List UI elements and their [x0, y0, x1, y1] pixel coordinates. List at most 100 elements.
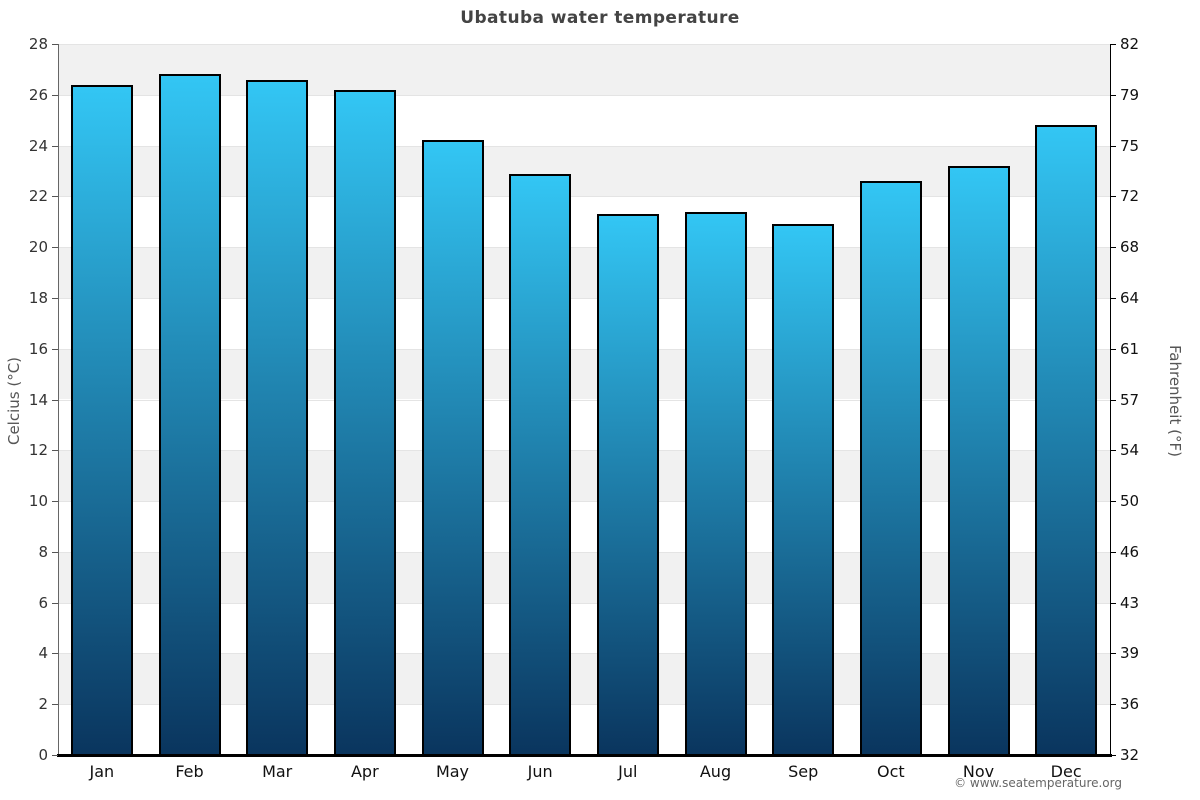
tick-mark	[1110, 450, 1116, 452]
celsius-tick-26: 26	[28, 85, 48, 104]
tick-mark	[52, 196, 58, 198]
background-band	[58, 399, 1110, 451]
tick-mark	[52, 297, 58, 299]
bar-aug	[684, 211, 747, 755]
tick-mark	[1110, 704, 1116, 706]
gridline	[58, 348, 1110, 350]
month-label-jun: Jun	[527, 762, 553, 781]
month-label-feb: Feb	[175, 762, 204, 781]
celsius-tick-12: 12	[28, 441, 48, 460]
tick-mark	[52, 450, 58, 452]
background-band	[58, 348, 1110, 400]
gridline	[58, 44, 1110, 45]
gridline	[58, 297, 1110, 299]
celsius-tick-14: 14	[28, 390, 48, 409]
bar-feb	[158, 74, 221, 755]
bar-jan	[70, 84, 133, 755]
month-label-jul: Jul	[618, 762, 638, 781]
gridline	[58, 501, 1110, 503]
celsius-tick-28: 28	[28, 35, 48, 53]
gridline	[58, 94, 1110, 96]
tick-mark	[52, 348, 58, 350]
tick-mark	[1110, 602, 1116, 604]
tick-mark	[52, 247, 58, 249]
fahrenheit-tick-75: 75	[1120, 136, 1140, 155]
tick-mark	[52, 44, 58, 45]
month-label-sep: Sep	[788, 762, 819, 781]
fahrenheit-tick-32: 32	[1120, 746, 1140, 764]
tick-mark	[52, 94, 58, 96]
celsius-tick-10: 10	[28, 492, 48, 511]
background-band	[58, 501, 1110, 552]
tick-mark	[1110, 399, 1116, 401]
background-band	[58, 551, 1110, 603]
celsius-tick-24: 24	[28, 136, 48, 155]
background-band	[58, 450, 1110, 502]
background-band	[58, 297, 1110, 349]
tick-mark	[1110, 551, 1116, 553]
gridline	[58, 450, 1110, 452]
background-band	[58, 653, 1110, 705]
fahrenheit-tick-57: 57	[1120, 390, 1140, 409]
background-band	[58, 247, 1110, 298]
celsius-tick-0: 0	[38, 746, 48, 764]
gridline	[58, 551, 1110, 553]
celsius-tick-22: 22	[28, 187, 48, 206]
celsius-tick-8: 8	[38, 542, 48, 561]
bar-nov	[947, 165, 1010, 755]
fahrenheit-tick-64: 64	[1120, 288, 1140, 307]
month-label-oct: Oct	[876, 762, 905, 781]
tick-mark	[1110, 348, 1116, 350]
tick-mark	[1110, 196, 1116, 198]
fahrenheit-tick-46: 46	[1120, 542, 1140, 561]
fahrenheit-tick-61: 61	[1120, 339, 1140, 358]
gridline	[58, 399, 1110, 401]
fahrenheit-tick-72: 72	[1120, 187, 1140, 206]
month-label-dec: Dec	[1050, 762, 1082, 781]
tick-mark	[1110, 501, 1116, 503]
celsius-tick-2: 2	[38, 695, 48, 714]
bar-oct	[859, 181, 922, 755]
bar-apr	[333, 89, 396, 755]
month-label-mar: Mar	[262, 762, 293, 781]
month-label-nov: Nov	[962, 762, 995, 781]
fahrenheit-tick-39: 39	[1120, 644, 1140, 663]
bar-jun	[509, 173, 572, 755]
month-label-aug: Aug	[699, 762, 732, 781]
gridline	[58, 704, 1110, 706]
celsius-tick-18: 18	[28, 288, 48, 307]
tick-mark	[52, 653, 58, 655]
x-axis-line	[57, 754, 1112, 757]
bar-mar	[246, 79, 309, 755]
fahrenheit-tick-54: 54	[1120, 441, 1140, 460]
tick-mark	[52, 399, 58, 401]
celsius-tick-4: 4	[38, 644, 48, 663]
plot-area	[58, 44, 1110, 755]
tick-mark	[52, 602, 58, 604]
gridline	[58, 196, 1110, 198]
y-axis-title-celsius: Celcius (°C)	[5, 356, 23, 446]
fahrenheit-tick-50: 50	[1120, 492, 1140, 511]
background-band	[58, 196, 1110, 248]
tick-mark	[1110, 297, 1116, 299]
bar-sep	[772, 224, 835, 755]
tick-mark	[52, 704, 58, 706]
celsius-tick-16: 16	[28, 339, 48, 358]
background-band	[58, 44, 1110, 95]
tick-mark	[1110, 247, 1116, 249]
tick-mark	[52, 501, 58, 503]
gridline	[58, 247, 1110, 249]
fahrenheit-tick-79: 79	[1120, 85, 1140, 104]
celsius-tick-20: 20	[28, 238, 48, 257]
celsius-tick-6: 6	[38, 593, 48, 612]
tick-mark	[1110, 94, 1116, 96]
background-band	[58, 602, 1110, 654]
tick-mark	[52, 551, 58, 553]
bar-dec	[1035, 125, 1098, 755]
gridline	[58, 653, 1110, 655]
fahrenheit-tick-82: 82	[1120, 35, 1140, 53]
gridline	[58, 145, 1110, 147]
y-axis-title-fahrenheit: Fahrenheit (°F)	[1166, 345, 1184, 457]
fahrenheit-tick-36: 36	[1120, 695, 1140, 714]
